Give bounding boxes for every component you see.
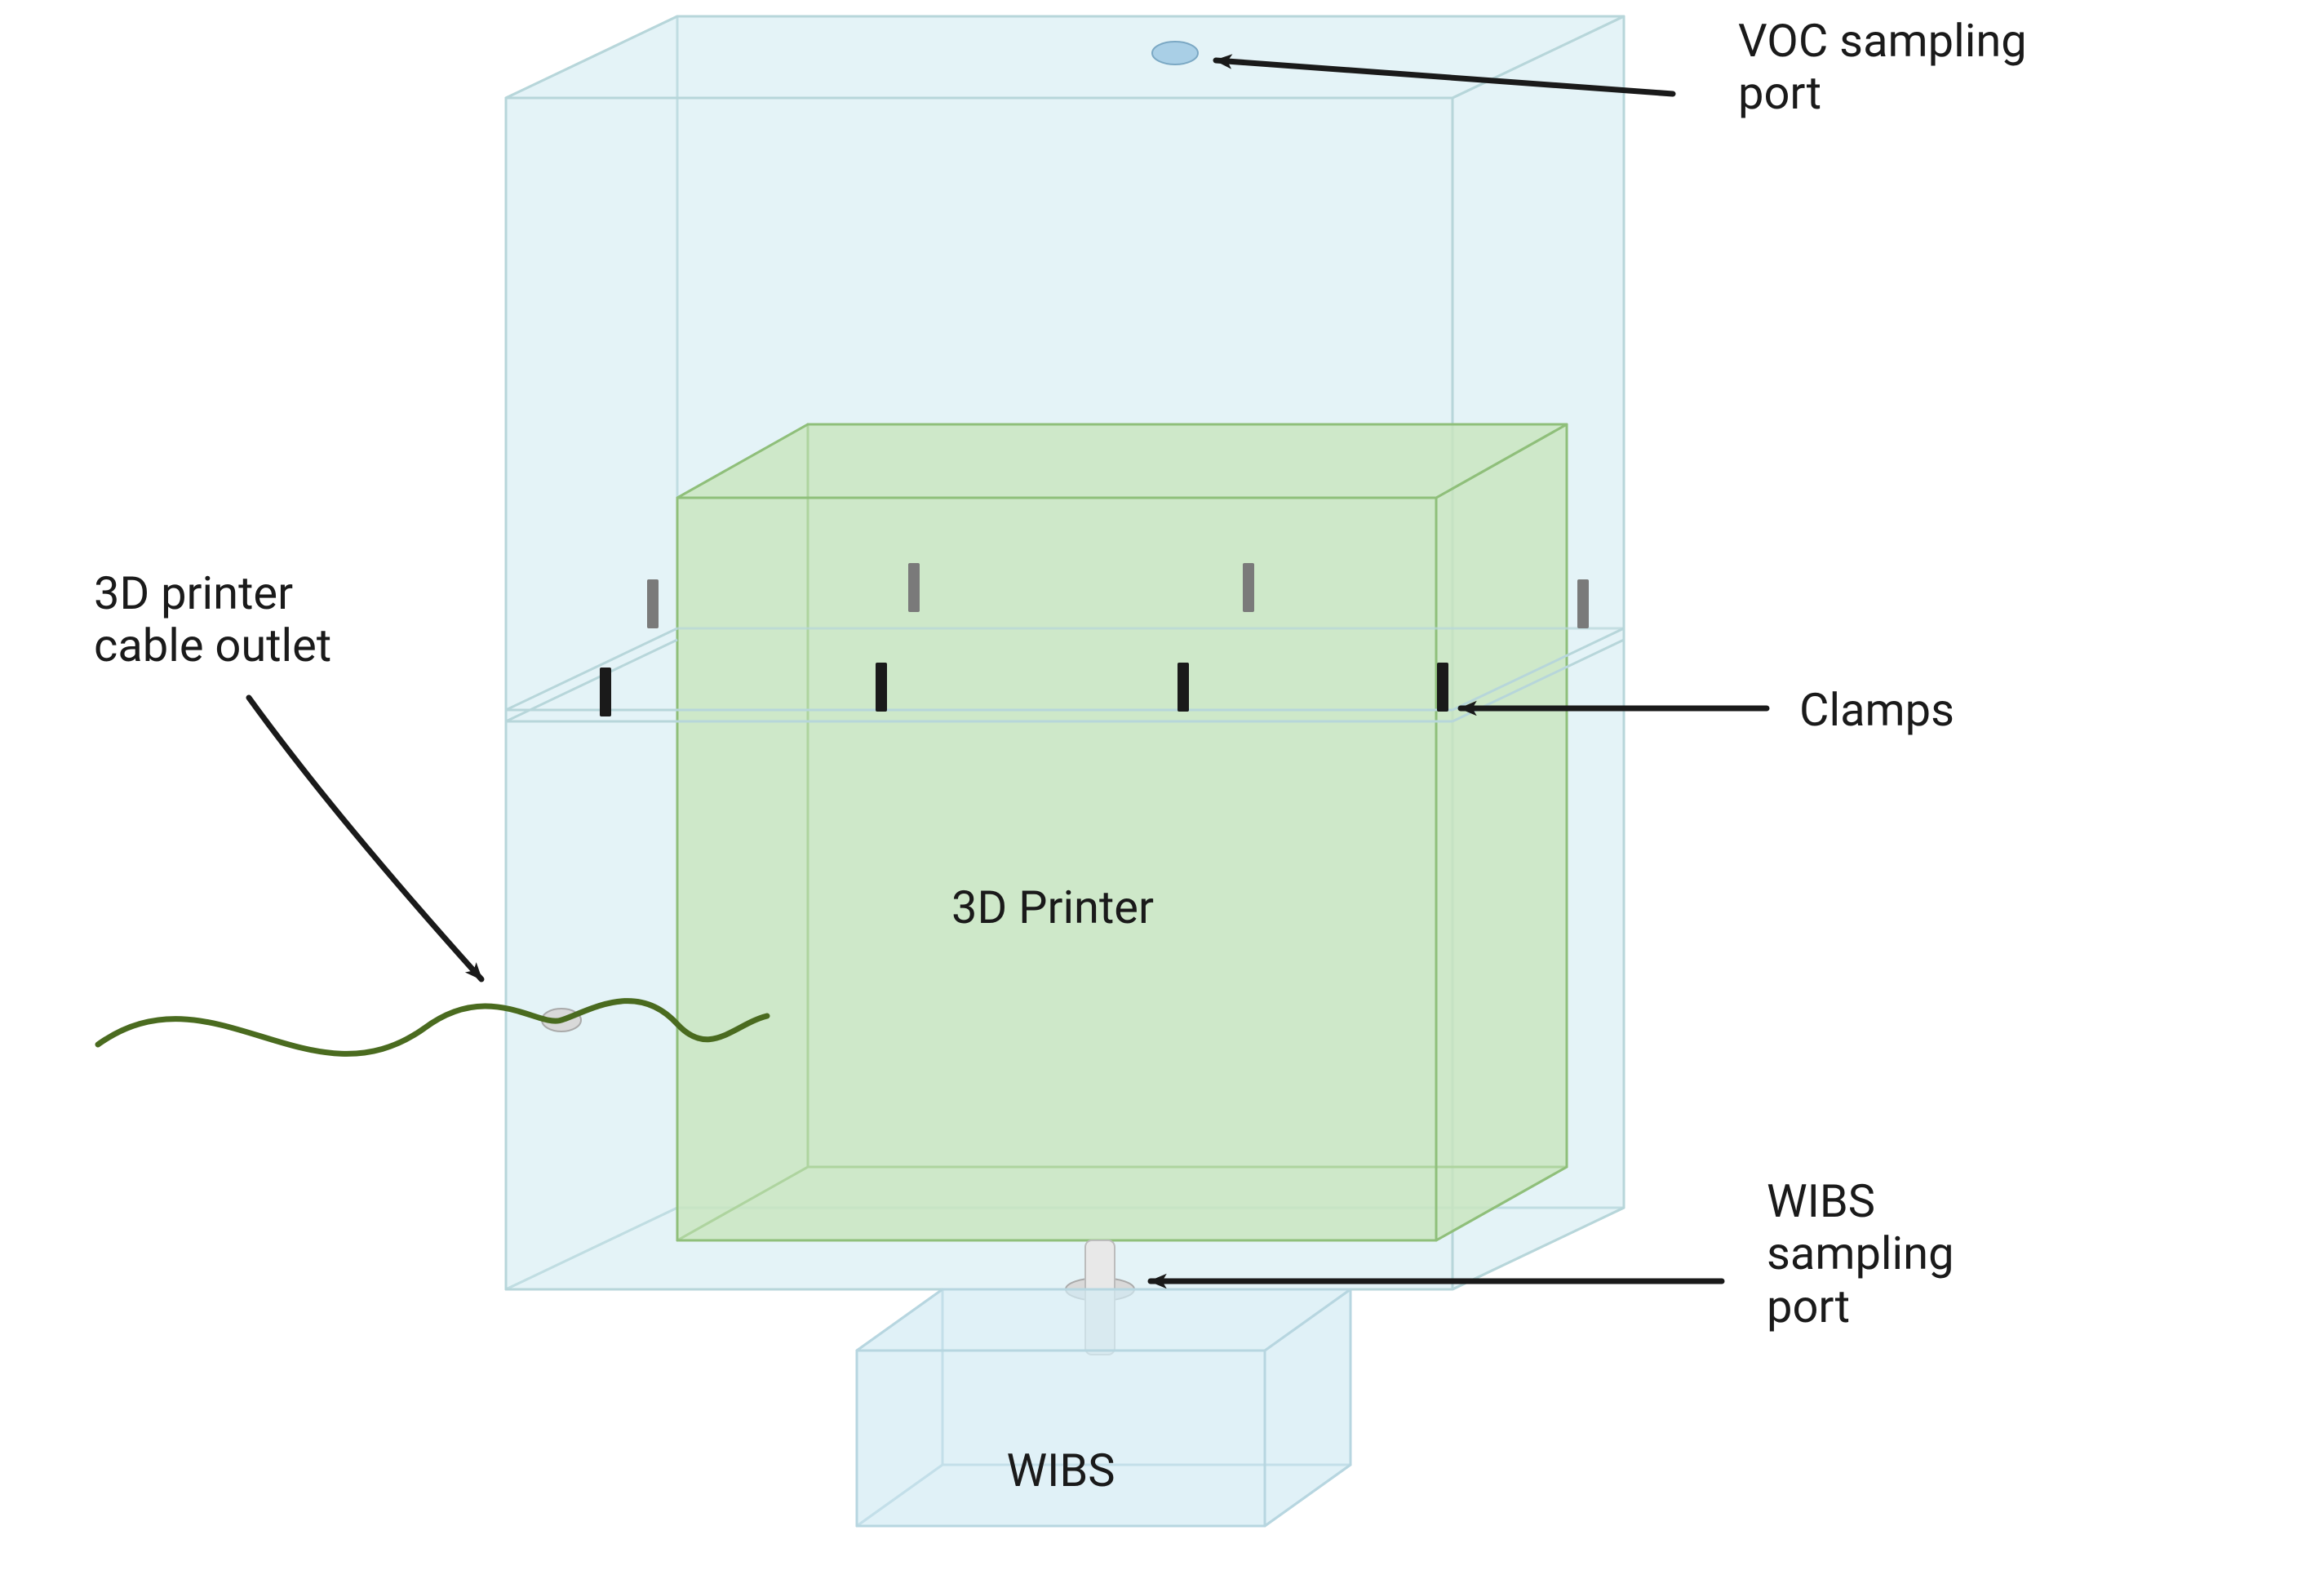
label-wibs-port: WIBS sampling port — [1767, 1175, 1954, 1333]
label-clamps: Clamps — [1799, 684, 1954, 736]
label-cable-outlet: 3D printer cable outlet — [94, 567, 331, 672]
label-3d-printer: 3D Printer — [951, 881, 1154, 934]
label-wibs: WIBS — [1006, 1444, 1115, 1497]
printer-box — [677, 424, 1567, 1240]
label-voc-port: VOC sampling port — [1738, 15, 2027, 120]
voc-port — [1152, 42, 1198, 64]
diagram-svg — [0, 0, 2324, 1588]
diagram-stage: VOC sampling port Clamps WIBS sampling p… — [0, 0, 2324, 1588]
